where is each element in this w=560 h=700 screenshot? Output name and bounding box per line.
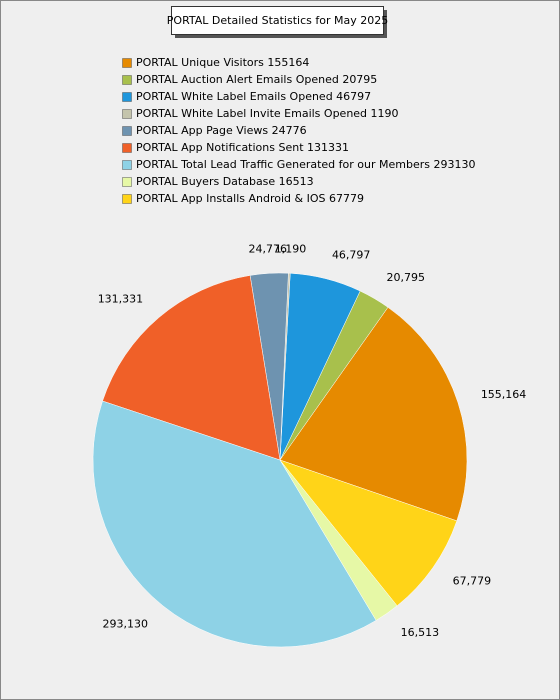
pie-slice xyxy=(102,275,281,461)
title-box xyxy=(171,6,384,35)
slice-label: 155,164 xyxy=(481,388,527,401)
slice-label: 46,797 xyxy=(332,248,371,261)
slice-label: 67,779 xyxy=(453,574,492,587)
legend-label: PORTAL Unique Visitors 155164 xyxy=(136,56,309,69)
legend-swatch xyxy=(122,58,132,68)
pie-slice xyxy=(279,459,458,607)
pie-slice xyxy=(92,400,377,648)
legend-label: PORTAL Total Lead Traffic Generated for … xyxy=(136,158,475,171)
legend-label: PORTAL White Label Invite Emails Opened … xyxy=(136,107,399,120)
legend-label: PORTAL Auction Alert Emails Opened 20795 xyxy=(136,73,377,86)
legend-label: PORTAL White Label Emails Opened 46797 xyxy=(136,90,371,103)
legend-swatch xyxy=(122,160,132,170)
legend-label: PORTAL App Installs Android & IOS 67779 xyxy=(136,192,364,205)
legend-label: PORTAL App Page Views 24776 xyxy=(136,124,307,137)
legend-swatch xyxy=(122,126,132,136)
slice-label: 20,795 xyxy=(387,271,426,284)
legend-swatch xyxy=(122,109,132,119)
slice-label: 1,190 xyxy=(275,242,307,255)
slice-label: 16,513 xyxy=(401,626,440,639)
legend-label: PORTAL App Notifications Sent 131331 xyxy=(136,141,349,154)
legend-swatch xyxy=(122,143,132,153)
slice-label: 131,331 xyxy=(98,292,144,305)
chart-title: PORTAL Detailed Statistics for May 2025 xyxy=(167,14,388,27)
slice-label: 24,776 xyxy=(249,242,288,255)
legend-swatch xyxy=(122,177,132,187)
legend-swatch xyxy=(122,92,132,102)
legend-label: PORTAL Buyers Database 16513 xyxy=(136,175,314,188)
legend-swatch xyxy=(122,75,132,85)
slice-label: 293,130 xyxy=(103,618,149,631)
pie-slice xyxy=(279,306,468,522)
legend-swatch xyxy=(122,194,132,204)
